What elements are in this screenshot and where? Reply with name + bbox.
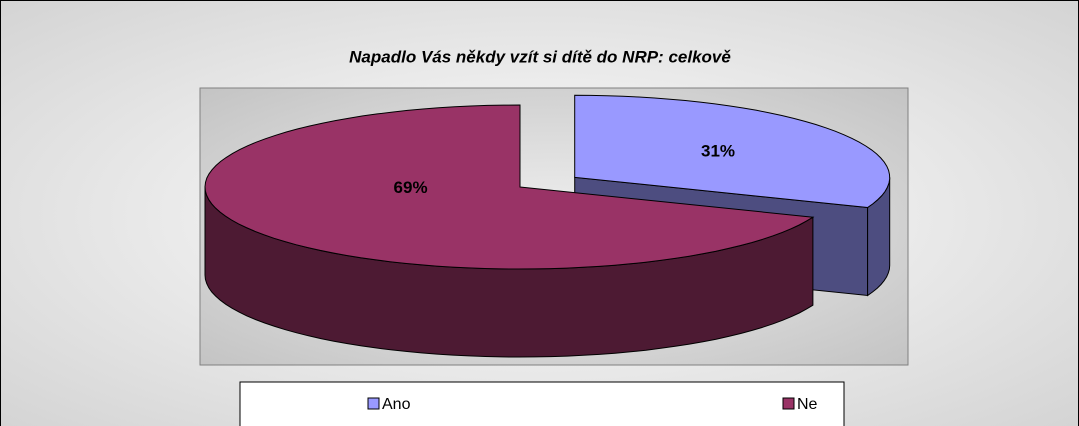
pie: 31% 69% bbox=[204, 94, 891, 358]
legend bbox=[239, 381, 845, 426]
data-label: 69% bbox=[394, 178, 428, 197]
chart-title: Napadlo Vás někdy vzít si dítě do NRP: c… bbox=[349, 47, 731, 66]
slice bbox=[204, 104, 815, 270]
legend-items: Ano Ne bbox=[367, 396, 818, 413]
legend-label: Ne bbox=[797, 396, 818, 413]
legend-swatch bbox=[782, 397, 795, 410]
slice bbox=[574, 94, 891, 209]
legend-label: Ano bbox=[382, 396, 411, 413]
data-label: 31% bbox=[701, 141, 735, 160]
legend-swatch bbox=[367, 397, 380, 410]
